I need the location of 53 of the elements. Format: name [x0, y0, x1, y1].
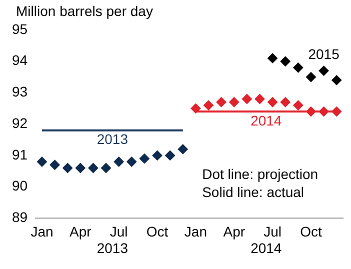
y-tick-label: 95	[12, 20, 28, 37]
text: 2014	[250, 240, 282, 256]
y-tick-label: 90	[12, 178, 28, 194]
point	[306, 106, 316, 117]
point	[332, 75, 342, 86]
point	[126, 156, 137, 167]
annotation: Dot line: projection	[202, 166, 318, 182]
point	[318, 106, 329, 117]
point	[152, 150, 162, 160]
point	[306, 72, 316, 82]
series-label: 2013	[96, 131, 128, 148]
point	[62, 163, 73, 174]
x-tick-label: Jan	[184, 223, 207, 240]
point	[242, 94, 252, 104]
series-label: 2014	[250, 112, 282, 128]
point	[293, 100, 304, 110]
point	[280, 56, 290, 66]
annotation: Solid line: actual	[202, 184, 304, 200]
point	[139, 154, 150, 164]
point	[36, 156, 47, 167]
y-tick-label: 91	[12, 146, 28, 162]
series-label: 2015	[308, 46, 340, 62]
x-tick-label: Apr	[70, 223, 92, 240]
text: 2013	[96, 240, 128, 256]
point	[254, 94, 265, 104]
point	[268, 53, 278, 64]
x-tick-label: Jul	[264, 223, 282, 240]
x-tick-label: Jul	[110, 223, 128, 240]
point	[190, 103, 201, 114]
x-tick-label: Apr	[223, 223, 246, 240]
point	[229, 97, 240, 108]
point	[165, 150, 176, 160]
y-tick-label: 93	[12, 84, 28, 100]
point	[178, 144, 188, 154]
x-tick-label: Jan	[30, 223, 54, 240]
point	[216, 97, 226, 108]
point	[75, 163, 86, 174]
y-axis-title: Million barrels per day	[16, 2, 153, 19]
point	[114, 156, 124, 167]
y-tick-label: 94	[12, 52, 28, 68]
point	[88, 163, 98, 174]
y-tick-label: 92	[12, 114, 28, 131]
point	[101, 163, 112, 174]
point	[318, 66, 329, 76]
point	[293, 62, 304, 73]
point	[268, 97, 278, 108]
y-tick-label: 89	[12, 209, 28, 226]
x-tick-label: Oct	[146, 223, 168, 240]
point	[280, 97, 290, 108]
point	[204, 100, 214, 110]
x-tick-label: Oct	[300, 223, 322, 240]
point	[332, 106, 342, 117]
point	[50, 160, 60, 170]
